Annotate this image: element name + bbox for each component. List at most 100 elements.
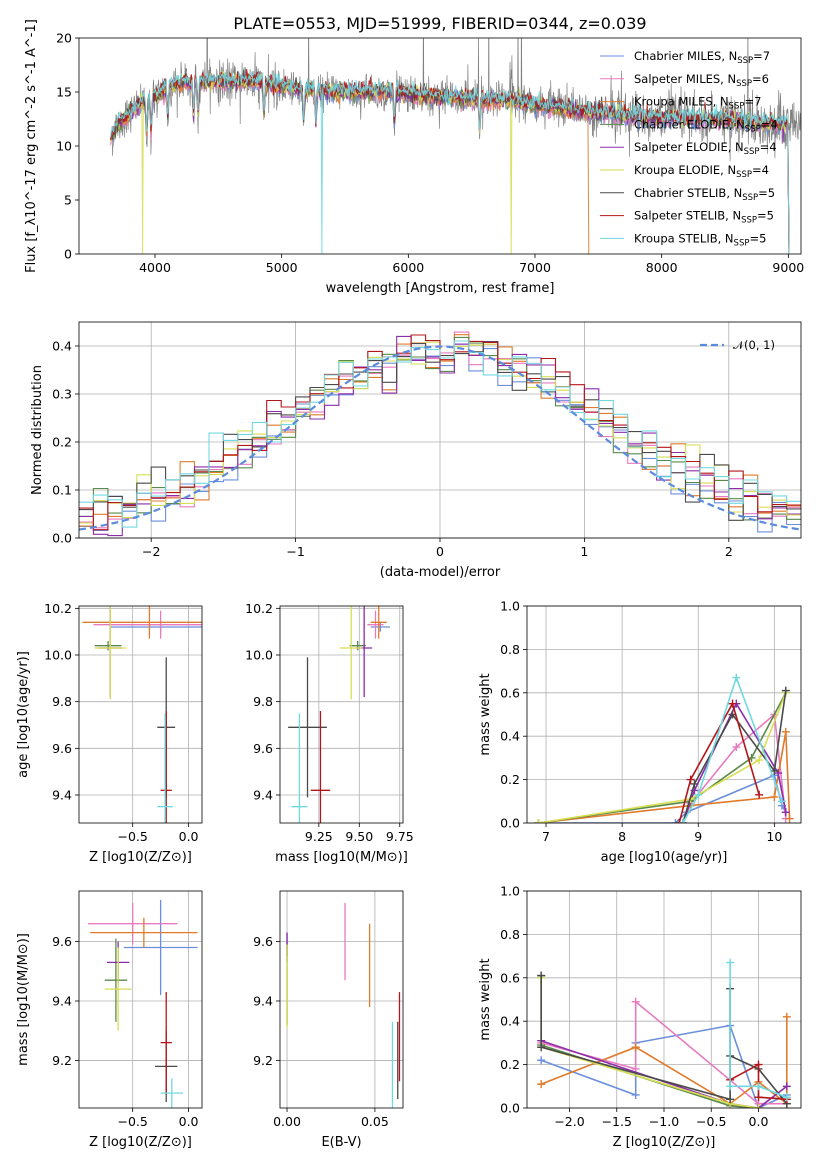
axes: 0.00 0.05 9.2 9.4 9.6 E(B-V) bbox=[253, 890, 404, 1150]
series-line-8 bbox=[729, 962, 788, 1098]
y-tick-label: 9.6 bbox=[52, 934, 72, 949]
y-tick-label: 10 bbox=[56, 139, 72, 154]
y-tick-label: 9.8 bbox=[52, 694, 72, 709]
plot-area bbox=[288, 606, 391, 823]
point-marker bbox=[755, 790, 764, 799]
point-marker bbox=[726, 958, 735, 967]
series-line-3 bbox=[538, 692, 787, 823]
point-marker bbox=[785, 814, 794, 823]
point-marker bbox=[679, 819, 688, 823]
point-marker bbox=[781, 727, 790, 736]
y-tick-label: 0 bbox=[64, 247, 72, 262]
point-marker bbox=[726, 1095, 735, 1104]
x-tick-label: 0.05 bbox=[361, 1114, 389, 1129]
y-tick-label: 15 bbox=[56, 85, 72, 100]
point-marker bbox=[534, 819, 543, 823]
y-tick-label: 0.3 bbox=[52, 387, 72, 402]
x-tick-label: 9 bbox=[694, 829, 702, 844]
y-tick-label: 0.8 bbox=[500, 642, 520, 657]
y-tick-label: 9.8 bbox=[253, 694, 273, 709]
x-tick-label: 9.25 bbox=[305, 829, 333, 844]
x-tick-label: 9.50 bbox=[345, 829, 373, 844]
y-tick-label: 0.1 bbox=[52, 483, 72, 498]
axes: 9.25 9.50 9.75 9.4 9.6 9.8 10.0 10.2 mass [log10… bbox=[245, 601, 414, 865]
plot-area bbox=[82, 606, 202, 823]
y-tick-label: 10.2 bbox=[245, 601, 273, 616]
x-axis-label: age [log10(age/yr)] bbox=[601, 850, 728, 865]
x-axis-label: (data-model)/error bbox=[380, 565, 501, 580]
histogram-8 bbox=[79, 340, 801, 528]
x-tick-label: −2.0 bbox=[554, 1114, 584, 1129]
x-tick-label: 10 bbox=[766, 829, 782, 844]
point-marker bbox=[631, 1043, 640, 1052]
y-tick-label: 1.0 bbox=[500, 884, 520, 899]
x-tick-label: 1 bbox=[580, 544, 588, 559]
histogram-4 bbox=[79, 335, 801, 537]
legend-entry: Kroupa MILES, NSSP=7 bbox=[634, 95, 761, 112]
y-tick-label: 0.2 bbox=[500, 772, 520, 787]
y-axis-label: mass weight bbox=[478, 673, 493, 755]
series-line-7 bbox=[678, 701, 760, 823]
y-tick-label: 10.0 bbox=[245, 648, 273, 663]
plot-area bbox=[79, 331, 801, 537]
x-axis-label: Z [log10(Z/Z⊙)] bbox=[613, 1135, 716, 1150]
x-axis-label: E(B-V) bbox=[321, 1135, 361, 1150]
axes: −0.5 0.0 9.4 9.6 9.8 10.0 10.2 Z [log10(Z/Z⊙)] a… bbox=[16, 601, 203, 865]
series-line-3 bbox=[540, 975, 759, 1108]
axes-frame bbox=[78, 321, 802, 539]
axes: −2 −1 0 1 2 0.0 0.1 0.2 0.3 0.4 (data-model)/error… bbox=[30, 321, 802, 580]
panel-mass_vs_Z: −0.5 0.0 9.2 9.4 9.6 Z [log10(Z/Z⊙)] mass [log… bbox=[16, 890, 203, 1150]
x-tick-label: 0.0 bbox=[179, 829, 199, 844]
point-marker bbox=[690, 779, 699, 788]
x-tick-label: 9000 bbox=[772, 260, 804, 275]
x-tick-label: −0.5 bbox=[117, 1114, 147, 1129]
point-marker bbox=[726, 1082, 735, 1091]
plot-area bbox=[87, 899, 198, 1108]
legend-entry: Chabrier MILES, NSSP=7 bbox=[634, 49, 770, 66]
x-tick-label: −2 bbox=[142, 544, 160, 559]
spectrum-legend: Chabrier MILES, NSSP=7 Salpeter MILES, NS… bbox=[600, 49, 778, 248]
y-axis-label: age [log10(age/yr)] bbox=[16, 651, 31, 778]
axes-frame bbox=[279, 605, 404, 824]
point-marker bbox=[631, 1090, 640, 1099]
x-tick-label: 0.0 bbox=[179, 1114, 199, 1129]
legend-entry: Chabrier ELODIE, NSSP=4 bbox=[634, 117, 778, 134]
x-axis-label: wavelength [Angstrom, rest frame] bbox=[326, 281, 555, 296]
y-tick-label: 0.8 bbox=[500, 927, 520, 942]
axes-frame bbox=[78, 605, 203, 824]
x-tick-label: 5000 bbox=[266, 260, 298, 275]
y-axis-label: Flux [f_λ10^-17 erg cm^-2 s^-1 A^-1] bbox=[24, 19, 39, 273]
point-marker bbox=[754, 1093, 763, 1102]
point-marker bbox=[732, 743, 741, 752]
series-line-7 bbox=[729, 1063, 787, 1101]
axes: 4000 5000 6000 7000 8000 9000 0 5 10 15 20 waveleng… bbox=[24, 19, 804, 296]
point-marker bbox=[777, 797, 786, 806]
x-tick-label: 0.0 bbox=[749, 1114, 769, 1129]
panels: 4000 5000 6000 7000 8000 900005101520waveleng… bbox=[16, 19, 804, 1150]
x-tick-label: −1 bbox=[286, 544, 304, 559]
point-marker bbox=[728, 699, 737, 708]
legend-entry: Kroupa STELIB, NSSP=5 bbox=[634, 231, 766, 248]
axes-frame bbox=[78, 890, 203, 1109]
x-tick-label: −1.5 bbox=[602, 1114, 632, 1129]
plot-area bbox=[534, 673, 794, 823]
legend-entry: 𝒩(0, 1) bbox=[733, 338, 775, 352]
axes: −2.0 −1.5 −1.0 −0.5 0.0 0.0 0.2 0.4 0.6 0.8 1.0 Z [… bbox=[478, 884, 802, 1150]
x-tick-label: 7 bbox=[542, 829, 550, 844]
x-axis-label: mass [log10(M/M⊙)] bbox=[275, 850, 408, 865]
point-marker bbox=[781, 686, 790, 695]
legend-entry: Salpeter MILES, NSSP=6 bbox=[634, 72, 769, 89]
legend-entry: Salpeter STELIB, NSSP=5 bbox=[634, 209, 774, 226]
y-tick-label: 9.4 bbox=[253, 993, 273, 1008]
point-marker bbox=[754, 1060, 763, 1069]
x-tick-label: 0 bbox=[436, 544, 444, 559]
axes: −0.5 0.0 9.2 9.4 9.6 Z [log10(Z/Z⊙)] mass [log… bbox=[16, 890, 203, 1150]
axes-frame bbox=[279, 890, 404, 1109]
model-spectrum-8 bbox=[110, 70, 790, 254]
y-tick-label: 0.4 bbox=[52, 339, 72, 354]
y-tick-label: 0.0 bbox=[500, 1101, 520, 1116]
x-tick-label: 8 bbox=[618, 829, 626, 844]
y-tick-label: 0.0 bbox=[52, 531, 72, 546]
point-marker bbox=[755, 756, 764, 765]
point-marker bbox=[694, 790, 703, 799]
